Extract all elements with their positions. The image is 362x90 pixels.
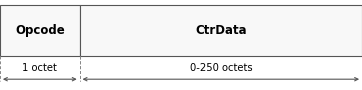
Text: CtrData: CtrData [195,24,247,37]
Bar [0,4,80,56]
Text: 1 octet: 1 octet [22,63,57,73]
Text: 0-250 octets: 0-250 octets [190,63,252,73]
Text: Opcode: Opcode [15,24,65,37]
Bar [80,4,362,56]
